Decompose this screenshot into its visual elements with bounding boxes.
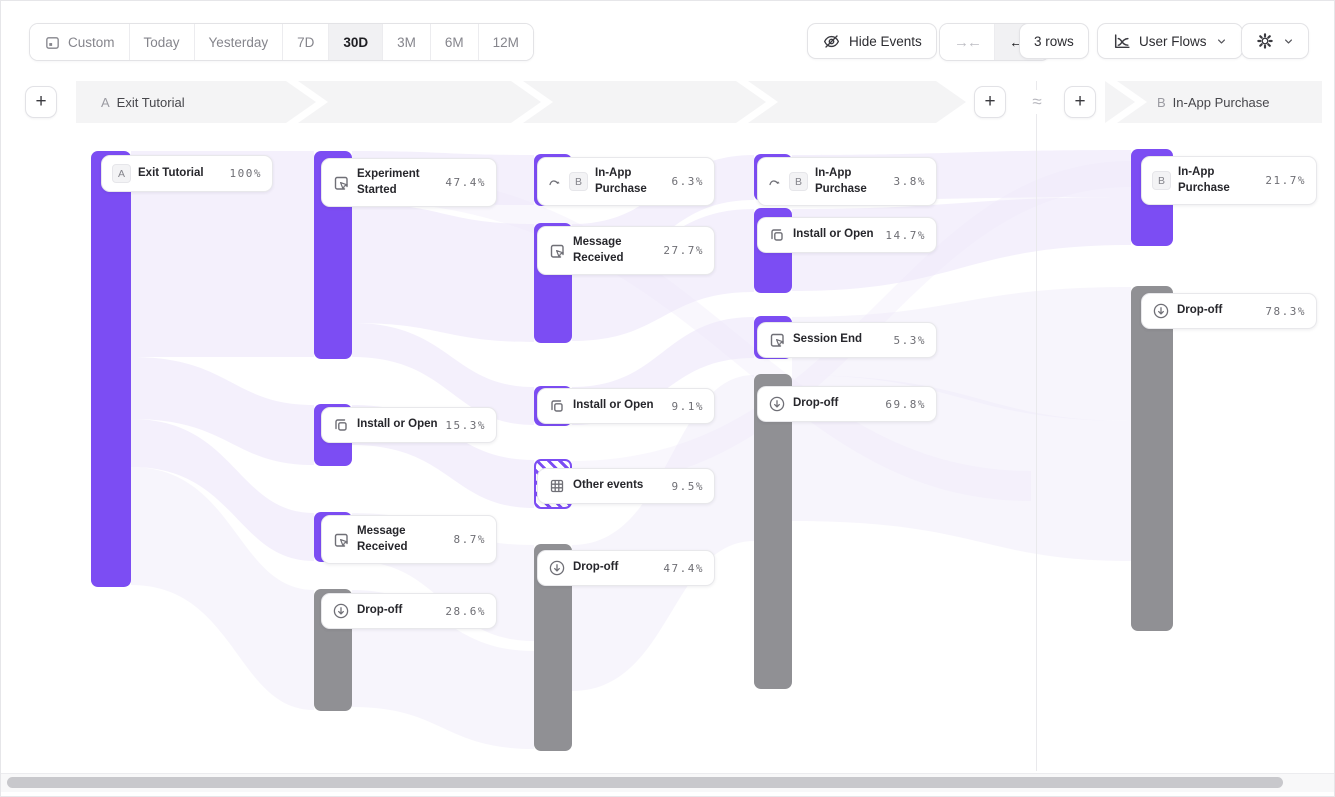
flow-b-badge: B [1157,94,1166,110]
card-exit-tutorial[interactable]: A Exit Tutorial 100% [101,155,273,192]
view-mode-dropdown[interactable]: User Flows [1097,23,1243,59]
date-range-yesterday[interactable]: Yesterday [194,24,284,60]
approx-equal-icon: ≈ [1022,90,1052,114]
date-range-30d[interactable]: 30D [329,24,384,60]
click-icon [548,242,566,260]
flow-b-title: In-App Purchase [1172,94,1270,110]
date-range-custom[interactable]: Custom [30,24,130,60]
add-step-flow-a-button[interactable]: + [974,86,1006,118]
card-dropoff-s3[interactable]: Drop-off 47.4% [537,550,715,586]
date-range-3m[interactable]: 3M [383,24,431,60]
grid-icon [548,477,566,495]
click-icon [332,531,350,549]
horizontal-scrollbar-thumb[interactable] [7,777,1283,788]
card-dropoff-s4[interactable]: Drop-off 69.8% [757,386,937,422]
bar-dropoff-b[interactable] [1131,286,1173,631]
click-icon [768,331,786,349]
flow-divider [1036,81,1037,771]
bar-dropoff-s4[interactable] [754,374,792,689]
calendar-icon [44,34,61,51]
card-in-app-purchase-s4[interactable]: B In-App Purchase 3.8% [757,157,937,207]
card-dropoff-s2[interactable]: Drop-off 28.6% [321,593,497,629]
flow-b-ref-badge: B [789,172,808,192]
card-dropoff-b[interactable]: Drop-off 78.3% [1141,293,1317,329]
card-message-received-s2[interactable]: Message Received 8.7% [321,515,497,565]
date-range-today[interactable]: Today [129,24,195,60]
card-message-received-s3[interactable]: Message Received 27.7% [537,226,715,276]
bar-exit-tutorial[interactable] [91,151,131,587]
card-install-or-open-s3[interactable]: Install or Open 9.1% [537,388,715,424]
dropoff-icon [768,395,786,413]
chevron-down-icon [1282,35,1295,48]
flow-a-title: Exit Tutorial [116,94,185,110]
card-other-events-s3[interactable]: Other events 9.5% [537,468,715,504]
flow-a-badge: A [112,164,131,183]
copy-icon [768,226,786,244]
date-range-7d[interactable]: 7D [283,24,330,60]
copy-icon [332,416,350,434]
flow-a-header[interactable]: A Exit Tutorial [101,81,185,123]
chevron-down-icon [1215,35,1228,48]
jump-arrow-icon [548,175,562,189]
add-step-flow-b-button[interactable]: + [1064,86,1096,118]
dropoff-icon [1152,302,1170,320]
flow-b-badge: B [1152,171,1171,191]
hide-events-button[interactable]: Hide Events [807,23,937,59]
flow-step-bands [76,81,1322,123]
card-in-app-purchase-b[interactable]: B In-App Purchase 21.7% [1141,156,1317,206]
rows-button[interactable]: 3 rows [1019,23,1089,59]
card-install-or-open-s4[interactable]: Install or Open 14.7% [757,217,937,253]
dropoff-icon [332,602,350,620]
jump-arrow-icon [768,175,782,189]
add-step-left-button[interactable]: + [25,86,57,118]
date-range-12m[interactable]: 12M [478,24,533,60]
eye-off-icon [822,32,841,51]
flow-b-ref-badge: B [569,172,588,192]
gear-icon [1256,32,1274,50]
card-install-or-open-s2[interactable]: Install or Open 15.3% [321,407,497,443]
click-icon [332,174,350,192]
card-in-app-purchase-s3[interactable]: B In-App Purchase 6.3% [537,157,715,207]
card-experiment-started[interactable]: Experiment Started 47.4% [321,158,497,208]
flow-b-header[interactable]: B In-App Purchase [1157,81,1270,123]
date-range-segmented-control: Custom Today Yesterday 7D 30D 3M 6M 12M [29,23,534,61]
horizontal-scrollbar-track[interactable] [1,773,1334,792]
settings-dropdown[interactable] [1241,23,1309,59]
collapse-columns-button[interactable]: →← [940,24,995,60]
dropoff-icon [548,559,566,577]
flows-chart-icon [1112,32,1131,51]
toolbar: Custom Today Yesterday 7D 30D 3M 6M 12M … [1,1,1334,71]
date-range-6m[interactable]: 6M [430,24,479,60]
copy-icon [548,397,566,415]
card-session-end-s4[interactable]: Session End 5.3% [757,322,937,358]
flow-a-badge: A [101,94,110,110]
